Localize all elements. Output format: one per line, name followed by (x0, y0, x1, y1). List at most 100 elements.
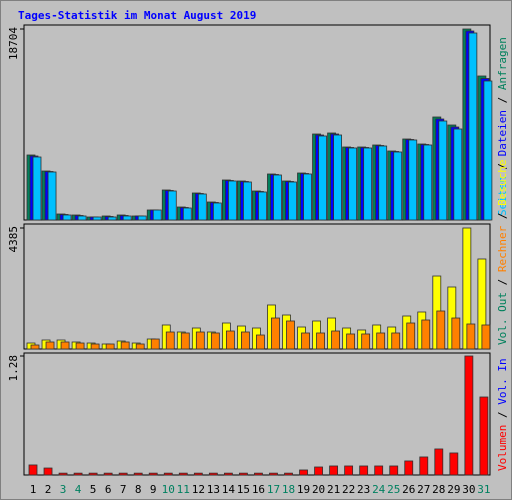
bar (479, 396, 489, 476)
legend-entry: Seiten (496, 176, 509, 216)
bar (73, 472, 83, 476)
bar (45, 341, 55, 350)
bar (393, 151, 403, 221)
bar (103, 472, 113, 476)
x-tick-label: 2 (45, 483, 52, 496)
legend-entry: Vol. Out (496, 292, 509, 345)
bar (47, 171, 57, 221)
bar (77, 215, 87, 221)
bar (178, 472, 188, 476)
bar (464, 355, 474, 476)
bar (359, 465, 369, 476)
bar (62, 214, 72, 221)
x-tick-label: 27 (417, 483, 430, 496)
bar (423, 144, 433, 221)
bar (449, 452, 459, 476)
x-tick-label: 18 (282, 483, 295, 496)
bar (376, 332, 386, 350)
x-tick-label: 29 (447, 483, 460, 496)
bar (378, 145, 388, 221)
bar (391, 332, 401, 350)
bar (43, 467, 53, 476)
bar (223, 472, 233, 476)
x-tick-label: 22 (342, 483, 355, 496)
bar (258, 191, 267, 221)
y-tick-label: 1.28 (7, 355, 20, 382)
x-tick-label: 19 (297, 483, 310, 496)
bar (318, 135, 327, 221)
bar (406, 322, 416, 350)
legend-entry: Vol. In (496, 358, 509, 404)
legend-separator: / (496, 405, 509, 425)
bar (286, 320, 295, 350)
bar (239, 472, 248, 476)
bar (361, 333, 371, 350)
x-tick-label: 16 (252, 483, 265, 496)
chart-title: Tages-Statistik im Monat August 2019 (18, 9, 256, 22)
bar (301, 332, 310, 350)
bar (453, 128, 463, 221)
bar (419, 456, 429, 476)
x-tick-label: 21 (327, 483, 340, 496)
bar (58, 472, 68, 476)
bar (195, 331, 205, 350)
bar (333, 134, 343, 221)
bar (227, 180, 237, 221)
legend: Volumen / Vol. In (496, 358, 509, 471)
legend-entry: Rechner (496, 225, 509, 272)
legend: Vol. Out / Rechner / Besuche (496, 160, 509, 345)
bar (163, 472, 173, 476)
bar (120, 341, 130, 350)
bar (331, 330, 341, 350)
bar (329, 465, 339, 476)
bar (92, 216, 102, 221)
x-tick-label: 30 (462, 483, 475, 496)
x-tick-label: 10 (162, 483, 175, 496)
bar (466, 323, 476, 350)
legend-entry: Besuche (496, 160, 509, 206)
bar (167, 190, 177, 221)
bar (288, 181, 297, 221)
bar (314, 466, 323, 476)
bar (60, 341, 70, 350)
x-tick-label: 4 (75, 483, 82, 496)
bar (212, 202, 222, 221)
x-tick-label: 1 (30, 483, 37, 496)
bar (137, 215, 147, 221)
x-tick-label: 20 (312, 483, 325, 496)
x-tick-label: 7 (120, 483, 127, 496)
panel (23, 352, 491, 476)
bar (208, 472, 218, 476)
x-tick-label: 26 (402, 483, 415, 496)
x-tick-label: 14 (222, 483, 236, 496)
bar (30, 344, 40, 350)
bar (90, 343, 100, 350)
y-tick-label: 4385 (7, 226, 20, 253)
bar (438, 120, 448, 221)
bar (346, 333, 356, 350)
bar (88, 472, 98, 476)
legend-separator: / (496, 90, 509, 110)
legend-separator: / (496, 156, 509, 176)
bar (303, 173, 312, 221)
bar (75, 342, 85, 350)
bar (483, 80, 493, 221)
bar (32, 156, 42, 221)
bar (197, 193, 207, 221)
bar (273, 174, 282, 221)
x-tick-label: 9 (150, 483, 157, 496)
bar (363, 147, 373, 221)
legend-separator: / (496, 272, 509, 292)
x-tick-label: 17 (267, 483, 280, 496)
x-tick-label: 12 (192, 483, 205, 496)
bar (150, 338, 160, 350)
bar (316, 332, 325, 350)
bar (193, 472, 203, 476)
bar (243, 181, 252, 221)
bar (152, 209, 162, 221)
bar (256, 334, 265, 350)
bar (254, 472, 263, 476)
bar (118, 472, 128, 476)
x-tick-label: 13 (207, 483, 220, 496)
